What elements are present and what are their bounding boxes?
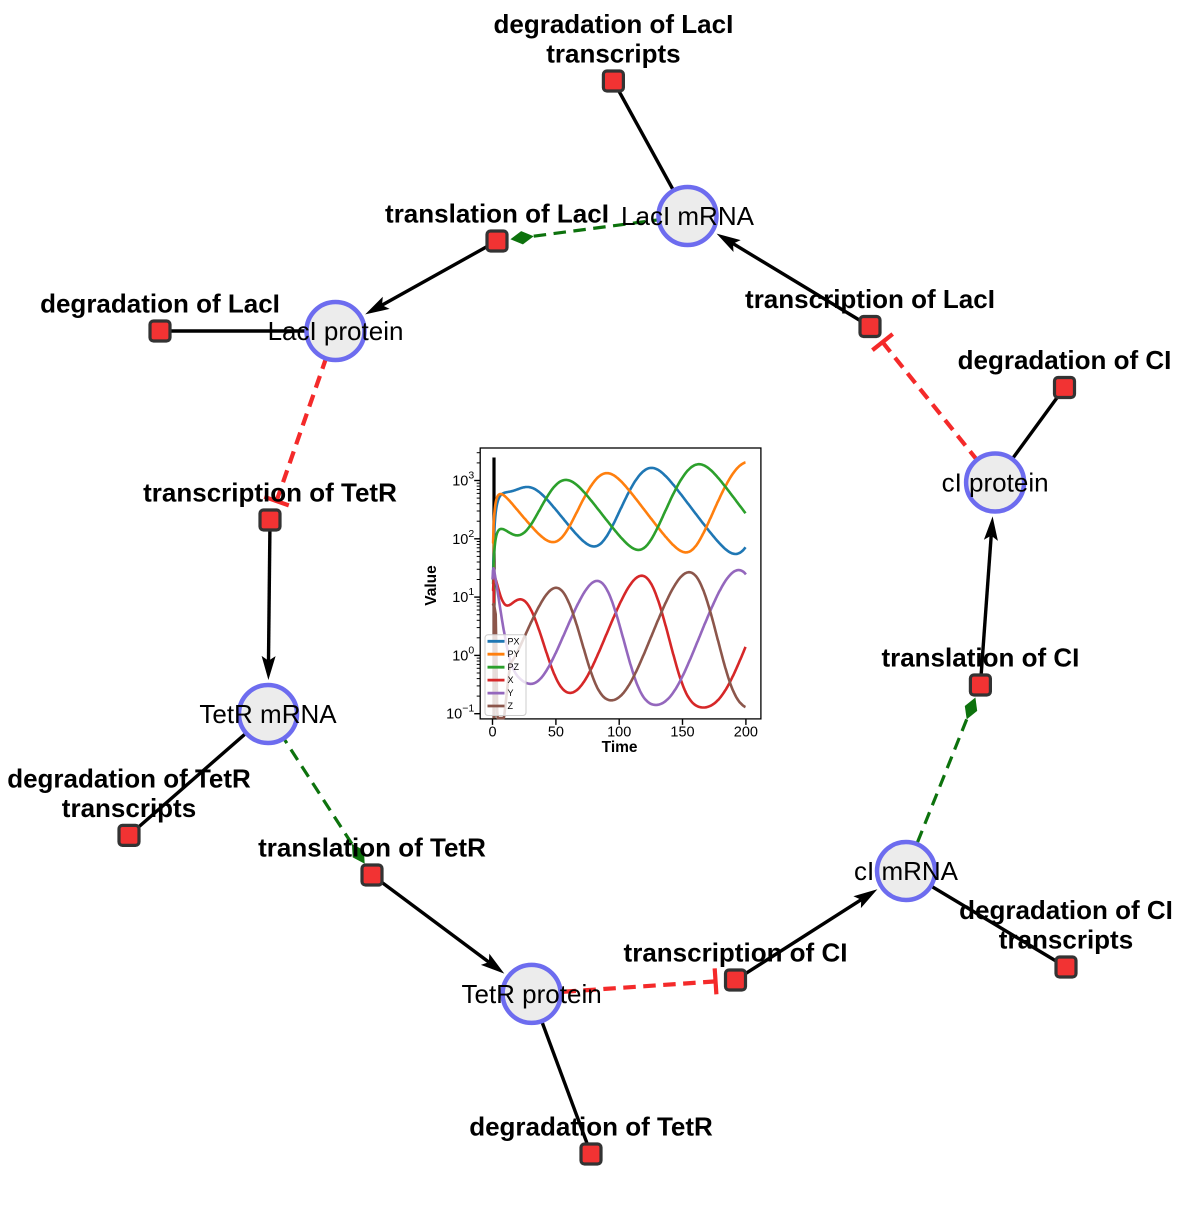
svg-text:degradation of TetR: degradation of TetR [469, 1112, 713, 1142]
svg-text:degradation of TetR: degradation of TetR [7, 763, 251, 793]
svg-text:transcripts: transcripts [999, 925, 1133, 955]
svg-text:Z: Z [508, 701, 514, 711]
svg-text:degradation of CI: degradation of CI [959, 895, 1173, 925]
svg-text:degradation of CI: degradation of CI [958, 345, 1172, 375]
svg-text:transcription of LacI: transcription of LacI [745, 284, 995, 314]
svg-text:0: 0 [488, 725, 496, 741]
svg-text:translation of TetR: translation of TetR [258, 833, 486, 863]
svg-text:100: 100 [607, 725, 631, 741]
svg-text:150: 150 [670, 725, 694, 741]
svg-text:cI mRNA: cI mRNA [854, 856, 959, 886]
svg-text:PY: PY [508, 649, 520, 659]
svg-text:LacI mRNA: LacI mRNA [621, 201, 755, 231]
svg-text:degradation of LacI: degradation of LacI [40, 289, 280, 319]
svg-text:50: 50 [548, 725, 564, 741]
svg-text:translation of LacI: translation of LacI [385, 199, 609, 229]
svg-text:Value: Value [423, 565, 440, 606]
svg-text:Time: Time [602, 739, 638, 756]
svg-text:Y: Y [508, 688, 514, 698]
svg-text:transcription of TetR: transcription of TetR [143, 478, 397, 508]
svg-text:200: 200 [734, 725, 758, 741]
svg-text:TetR protein: TetR protein [462, 979, 602, 1009]
svg-text:cI protein: cI protein [942, 468, 1049, 498]
svg-text:TetR mRNA: TetR mRNA [199, 699, 337, 729]
svg-text:transcripts: transcripts [546, 39, 680, 69]
svg-text:translation of CI: translation of CI [881, 643, 1079, 673]
svg-text:PZ: PZ [508, 662, 520, 672]
svg-text:PX: PX [508, 636, 520, 646]
svg-text:transcription of CI: transcription of CI [624, 938, 848, 968]
svg-text:transcripts: transcripts [62, 793, 196, 823]
svg-text:degradation of LacI: degradation of LacI [493, 9, 733, 39]
svg-text:X: X [508, 675, 514, 685]
svg-text:LacI protein: LacI protein [268, 316, 404, 346]
